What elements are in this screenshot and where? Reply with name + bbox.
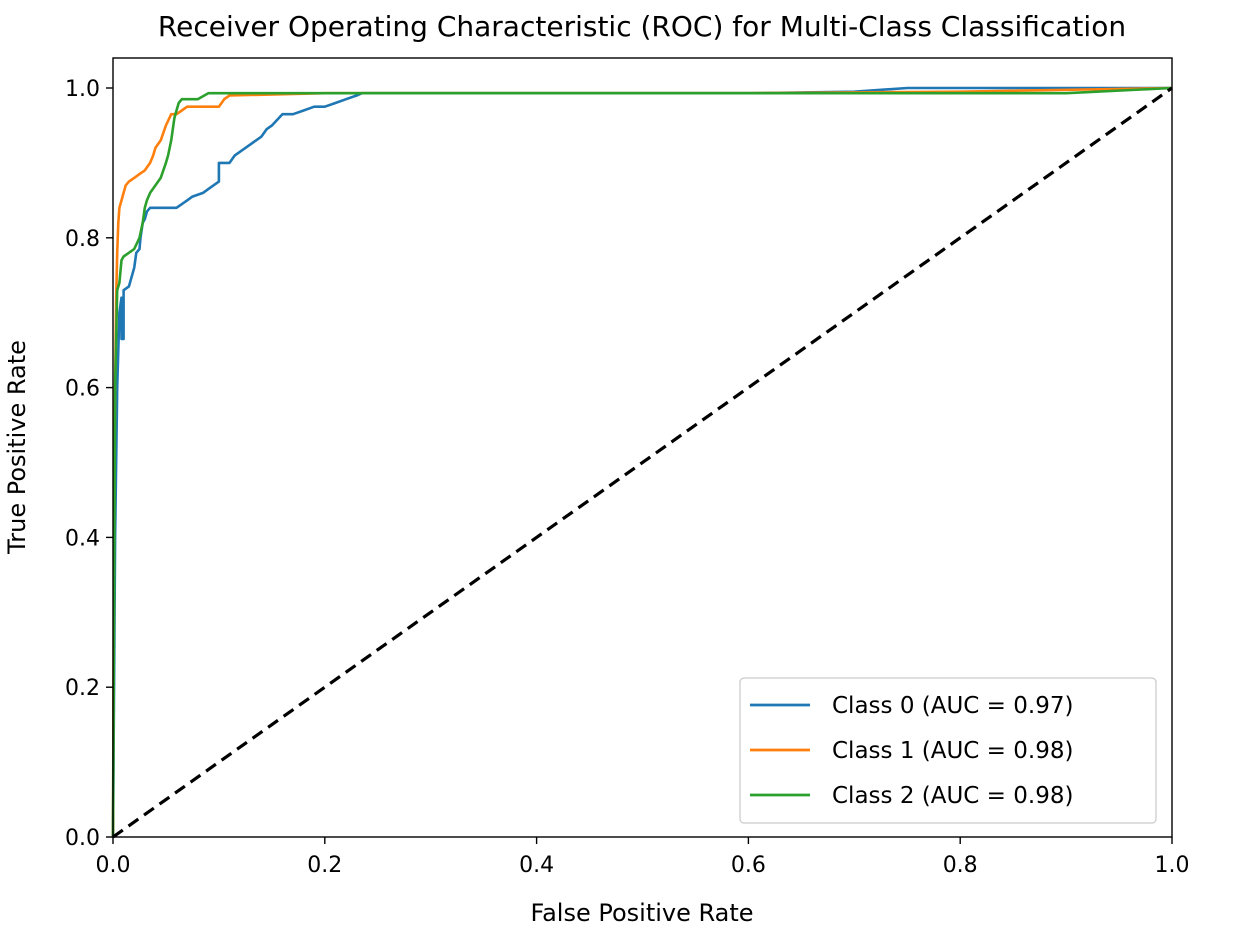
legend-label-1: Class 1 (AUC = 0.98)	[832, 738, 1073, 764]
chart-title: Receiver Operating Characteristic (ROC) …	[158, 10, 1126, 43]
legend-box	[739, 677, 1157, 824]
chance-diagonal-line	[112, 86, 1173, 839]
roc-line-series-1	[111, 86, 1173, 838]
x-tick-label: 1.0	[1155, 853, 1190, 878]
y-tick-label: 0.0	[65, 826, 100, 851]
y-tick-label: 0.6	[65, 377, 100, 402]
y-tick-label: 0.2	[65, 676, 100, 701]
x-tick-label: 0.0	[96, 853, 131, 878]
x-tick-label: 0.8	[943, 853, 978, 878]
x-axis-label: False Positive Rate	[530, 899, 753, 926]
y-tick-label: 0.4	[65, 526, 100, 551]
roc-line-series-2	[111, 86, 1173, 838]
x-axis-ticks: 0.0 0.2 0.4 0.6 0.8 1.0	[96, 837, 1190, 878]
plot-frame	[112, 57, 1173, 838]
y-axis-label: True Positive Rate	[3, 340, 31, 555]
legend-label-2: Class 2 (AUC = 0.98)	[832, 783, 1073, 809]
y-tick-label: 1.0	[65, 77, 100, 102]
plot-lines	[111, 86, 1173, 839]
legend: Class 0 (AUC = 0.97) Class 1 (AUC = 0.98)…	[739, 677, 1157, 824]
x-tick-label: 0.4	[519, 853, 554, 878]
y-axis-ticks: 0.0 0.2 0.4 0.6 0.8 1.0	[65, 77, 113, 851]
x-tick-label: 0.6	[731, 853, 766, 878]
legend-items: Class 0 (AUC = 0.97) Class 1 (AUC = 0.98)…	[750, 693, 1073, 809]
legend-label-0: Class 0 (AUC = 0.97)	[832, 693, 1073, 719]
x-tick-label: 0.2	[307, 853, 342, 878]
y-tick-label: 0.8	[65, 227, 100, 252]
